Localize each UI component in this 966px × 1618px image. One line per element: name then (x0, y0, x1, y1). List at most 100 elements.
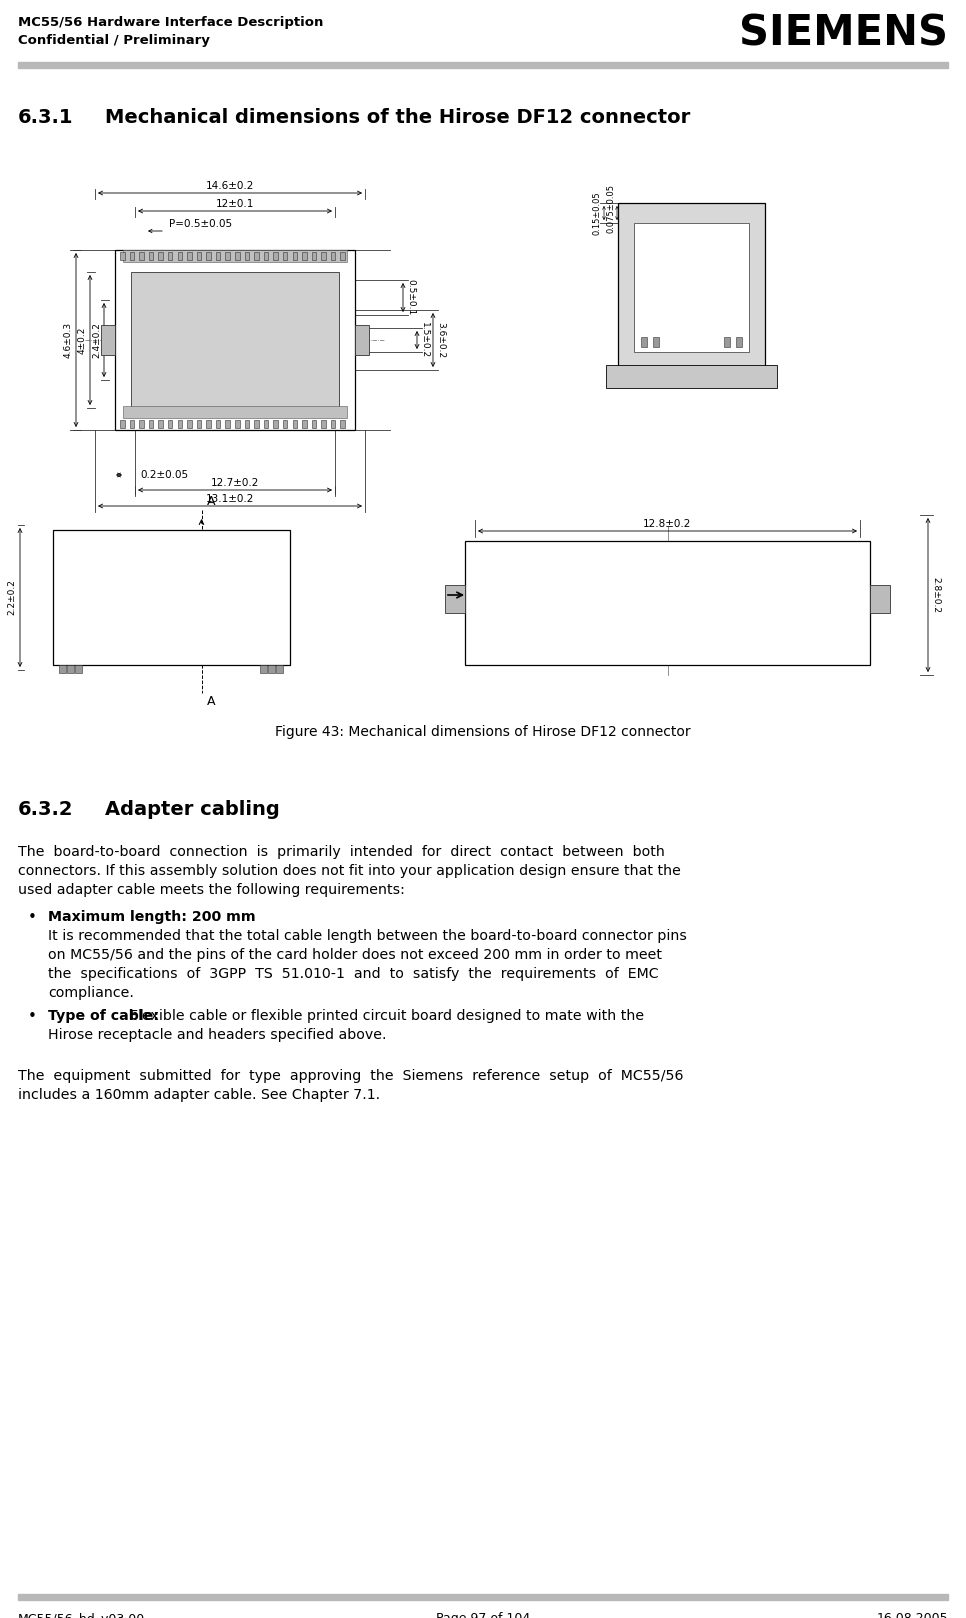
Bar (197, 252, 201, 260)
Bar (18, 61, 948, 68)
Text: 14.6±0.2: 14.6±0.2 (206, 181, 254, 191)
Bar (225, 421, 230, 429)
Bar (736, 337, 742, 346)
Text: It is recommended that the total cable length between the board-to-board connect: It is recommended that the total cable l… (48, 929, 687, 943)
Bar (207, 421, 211, 429)
Bar (330, 421, 335, 429)
Text: •: • (28, 1010, 37, 1024)
Bar (197, 421, 201, 429)
Text: the  specifications  of  3GPP  TS  51.010-1  and  to  satisfy  the  requirements: the specifications of 3GPP TS 51.010-1 a… (48, 968, 659, 981)
Bar (870, 586, 890, 613)
Text: 3.6±0.2: 3.6±0.2 (436, 322, 445, 358)
Bar (264, 421, 269, 429)
Bar (340, 421, 345, 429)
Bar (283, 252, 288, 260)
Text: Adapter cabling: Adapter cabling (105, 799, 280, 819)
Text: Hirose receptacle and headers specified above.: Hirose receptacle and headers specified … (48, 1027, 386, 1042)
Bar (207, 252, 211, 260)
Text: 16.08.2005: 16.08.2005 (876, 1612, 948, 1618)
Text: P=0.5±0.05: P=0.5±0.05 (169, 218, 232, 230)
Bar (59, 665, 66, 673)
Text: used adapter cable meets the following requirements:: used adapter cable meets the following r… (18, 883, 405, 896)
Text: 2.8±0.2: 2.8±0.2 (931, 578, 940, 613)
Bar (273, 252, 278, 260)
Bar (215, 252, 220, 260)
Text: compliance.: compliance. (48, 985, 134, 1000)
Bar (312, 421, 316, 429)
Bar (215, 421, 220, 429)
Bar (53, 531, 290, 665)
Text: 13.1±0.2: 13.1±0.2 (206, 493, 254, 503)
Bar (445, 586, 465, 613)
Bar (293, 421, 297, 429)
Bar (187, 252, 191, 260)
Bar (634, 223, 749, 353)
Bar (131, 272, 339, 408)
Bar (139, 421, 144, 429)
Bar (67, 665, 74, 673)
Bar (149, 421, 154, 429)
Text: 12.7±0.2: 12.7±0.2 (211, 477, 259, 489)
Bar (178, 421, 182, 429)
Bar (276, 665, 283, 673)
Bar (115, 251, 355, 430)
Text: 0.15±0.05: 0.15±0.05 (593, 191, 602, 235)
Bar (120, 252, 125, 260)
Bar (75, 665, 82, 673)
Bar (653, 337, 659, 346)
Bar (178, 252, 182, 260)
Text: 6.3.1: 6.3.1 (18, 108, 73, 126)
Bar (168, 252, 172, 260)
Text: Mechanical dimensions of the Hirose DF12 connector: Mechanical dimensions of the Hirose DF12… (105, 108, 691, 126)
Bar (120, 421, 125, 429)
Bar (235, 421, 240, 429)
Bar (158, 252, 163, 260)
Bar (283, 421, 288, 429)
Text: A: A (207, 495, 215, 508)
Text: •: • (28, 909, 37, 925)
Bar (139, 252, 144, 260)
Bar (254, 252, 259, 260)
Bar (244, 252, 249, 260)
Text: Page 97 of 104: Page 97 of 104 (436, 1612, 530, 1618)
Bar (618, 202, 765, 371)
Bar (312, 252, 316, 260)
Bar (268, 665, 275, 673)
Bar (123, 251, 347, 262)
Text: 0.075±0.05: 0.075±0.05 (607, 183, 616, 233)
Bar (129, 421, 134, 429)
Text: includes a 160mm adapter cable. See Chapter 7.1.: includes a 160mm adapter cable. See Chap… (18, 1087, 381, 1102)
Text: MC55/56_hd_v03.00: MC55/56_hd_v03.00 (18, 1612, 145, 1618)
Bar (187, 421, 191, 429)
Bar (606, 366, 777, 388)
Text: 2.4±0.2: 2.4±0.2 (92, 322, 101, 358)
Text: 4±0.2: 4±0.2 (78, 327, 87, 354)
Text: The  equipment  submitted  for  type  approving  the  Siemens  reference  setup : The equipment submitted for type approvi… (18, 1069, 684, 1082)
Text: connectors. If this assembly solution does not fit into your application design : connectors. If this assembly solution do… (18, 864, 681, 879)
Bar (302, 252, 306, 260)
Bar (158, 421, 163, 429)
Bar (168, 421, 172, 429)
Text: on MC55/56 and the pins of the card holder does not exceed 200 mm in order to me: on MC55/56 and the pins of the card hold… (48, 948, 662, 963)
Text: A: A (207, 696, 215, 709)
Text: 6.3.2: 6.3.2 (18, 799, 73, 819)
Text: 0.5±0.1: 0.5±0.1 (406, 280, 415, 316)
Text: Figure 43: Mechanical dimensions of Hirose DF12 connector: Figure 43: Mechanical dimensions of Hiro… (275, 725, 691, 739)
Text: MC55/56 Hardware Interface Description: MC55/56 Hardware Interface Description (18, 16, 324, 29)
Bar (340, 252, 345, 260)
Text: 12.8±0.2: 12.8±0.2 (643, 519, 692, 529)
Bar (322, 252, 326, 260)
Bar (355, 325, 369, 354)
Text: Type of cable:: Type of cable: (48, 1010, 164, 1023)
Text: The  board-to-board  connection  is  primarily  intended  for  direct  contact  : The board-to-board connection is primari… (18, 845, 665, 859)
Bar (129, 252, 134, 260)
Text: Confidential / Preliminary: Confidential / Preliminary (18, 34, 210, 47)
Bar (273, 421, 278, 429)
Bar (101, 325, 115, 354)
Text: Flexible cable or flexible printed circuit board designed to mate with the: Flexible cable or flexible printed circu… (130, 1010, 644, 1023)
Text: 4.6±0.3: 4.6±0.3 (64, 322, 73, 358)
Bar (322, 421, 326, 429)
Bar (302, 421, 306, 429)
Bar (641, 337, 647, 346)
Bar (260, 665, 267, 673)
